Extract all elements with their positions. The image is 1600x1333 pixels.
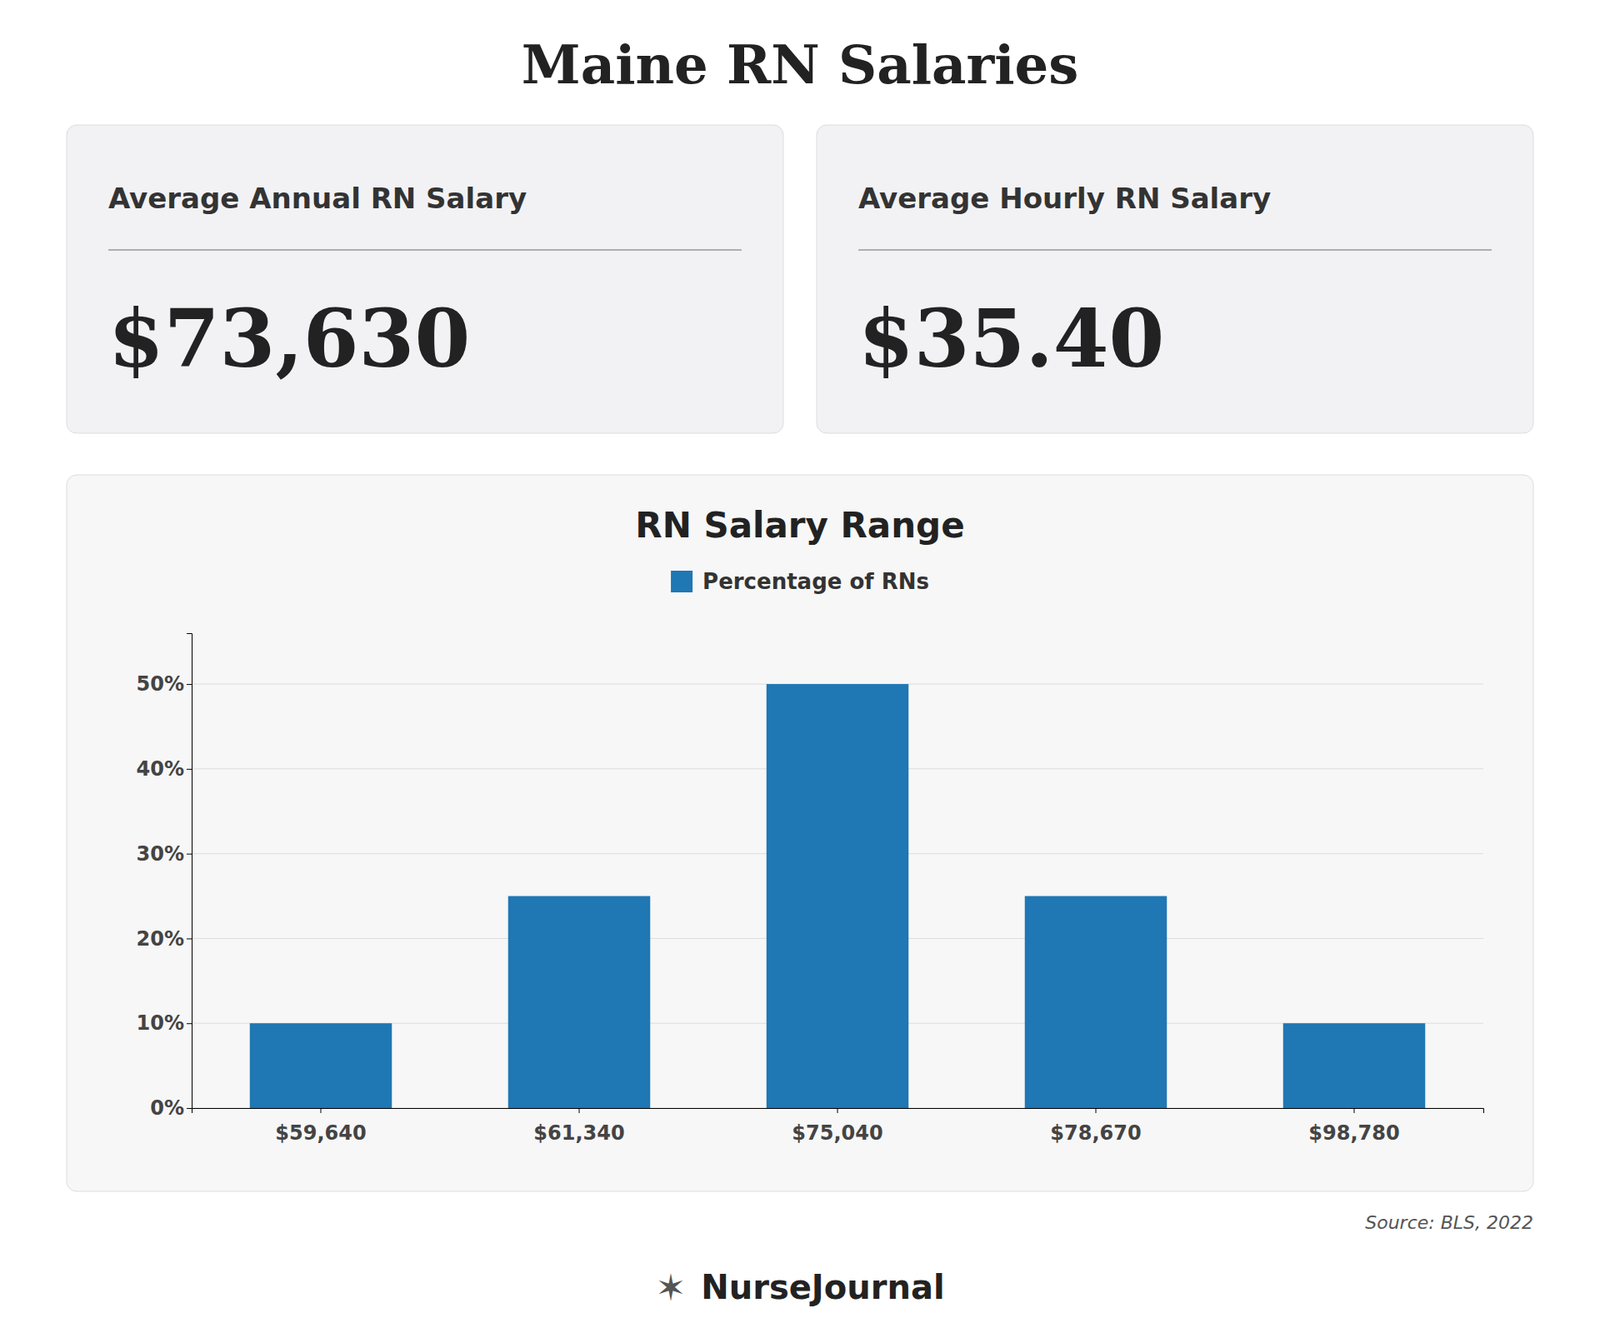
- y-tick-label: 0%: [150, 1096, 185, 1120]
- logo: ✶ NurseJournal: [655, 1266, 945, 1310]
- x-tick: $59,640: [275, 1108, 366, 1145]
- logo-text: NurseJournal: [700, 1268, 945, 1307]
- x-tick-label: $59,640: [275, 1121, 366, 1145]
- card-divider: [858, 249, 1492, 251]
- x-tick: $78,670: [1050, 1108, 1141, 1145]
- title: Maine RN Salaries: [521, 33, 1079, 96]
- x-tick-mark: [1354, 1108, 1355, 1114]
- bar: [250, 1023, 393, 1109]
- x-tick: $75,040: [791, 1108, 883, 1145]
- source: Source: BLS, 2022: [1365, 1212, 1534, 1234]
- grid: [191, 684, 1484, 1109]
- y-tick-mark: [186, 938, 192, 940]
- bar: [766, 684, 910, 1109]
- card-label: Average Hourly RN Salary: [858, 181, 1271, 215]
- chart-container: Maine RN Salaries Average Annual RN Salar…: [0, 0, 1600, 1333]
- y-axis-line: [186, 634, 193, 1110]
- page-svg: Maine RN Salaries Average Annual RN Salar…: [0, 0, 1600, 1333]
- x-tick-mark: [579, 1108, 580, 1114]
- y-tick: 0%: [150, 1096, 192, 1120]
- x-axis-line: [192, 1109, 1485, 1115]
- y-tick-mark: [186, 854, 192, 855]
- x-tick: $98,780: [1308, 1108, 1400, 1145]
- y-tick-mark: [186, 769, 192, 770]
- logo-icon: ✶: [655, 1266, 686, 1310]
- background: [0, 0, 1600, 1333]
- card-value: $35.40: [858, 291, 1165, 386]
- card-background: [66, 125, 784, 434]
- card: Average Hourly RN Salary $35.40: [816, 125, 1534, 434]
- x-tick-mark: [320, 1108, 322, 1114]
- x-tick: $61,340: [533, 1108, 625, 1145]
- card-value: $73,630: [108, 291, 470, 386]
- bar: [1025, 896, 1168, 1109]
- card-divider: [108, 249, 742, 251]
- x-tick-label: $78,670: [1050, 1121, 1141, 1145]
- legend: Percentage of RNs: [670, 569, 930, 595]
- bar: [1283, 1023, 1426, 1109]
- card-label: Average Annual RN Salary: [108, 181, 527, 215]
- x-tick-mark: [837, 1108, 839, 1114]
- y-tick-label: 40%: [136, 757, 185, 781]
- chart-title: RN Salary Range: [635, 505, 965, 546]
- y-tick-label: 30%: [136, 842, 185, 866]
- y-tick-label: 10%: [136, 1011, 185, 1035]
- y-tick: 50%: [136, 672, 192, 696]
- y-tick: 30%: [136, 842, 192, 866]
- x-tick-mark: [1095, 1108, 1097, 1114]
- y-axis: 0% 10% 20% 30% 40% 50%: [136, 634, 193, 1121]
- y-tick-mark: [186, 1023, 192, 1025]
- x-axis: $59,640 $61,340 $75,040 $78,670 $98,780: [192, 1108, 1485, 1145]
- y-tick: 10%: [136, 1011, 192, 1035]
- card-background: [816, 125, 1534, 434]
- y-tick: 20%: [136, 927, 192, 951]
- card: Average Annual RN Salary $73,630: [66, 125, 784, 434]
- x-tick-label: $61,340: [533, 1121, 625, 1145]
- y-tick-label: 20%: [136, 927, 185, 951]
- legend-label: Percentage of RNs: [702, 569, 930, 595]
- x-tick-label: $98,780: [1308, 1121, 1400, 1145]
- x-tick-label: $75,040: [791, 1121, 883, 1145]
- y-tick-label: 50%: [136, 672, 185, 696]
- y-tick: 40%: [136, 757, 192, 781]
- bar: [508, 896, 651, 1109]
- y-tick-mark: [186, 684, 192, 685]
- chart-panel: [66, 475, 1534, 1192]
- legend-swatch: [670, 570, 693, 593]
- bars: [250, 684, 1426, 1109]
- y-tick-mark: [186, 1108, 192, 1110]
